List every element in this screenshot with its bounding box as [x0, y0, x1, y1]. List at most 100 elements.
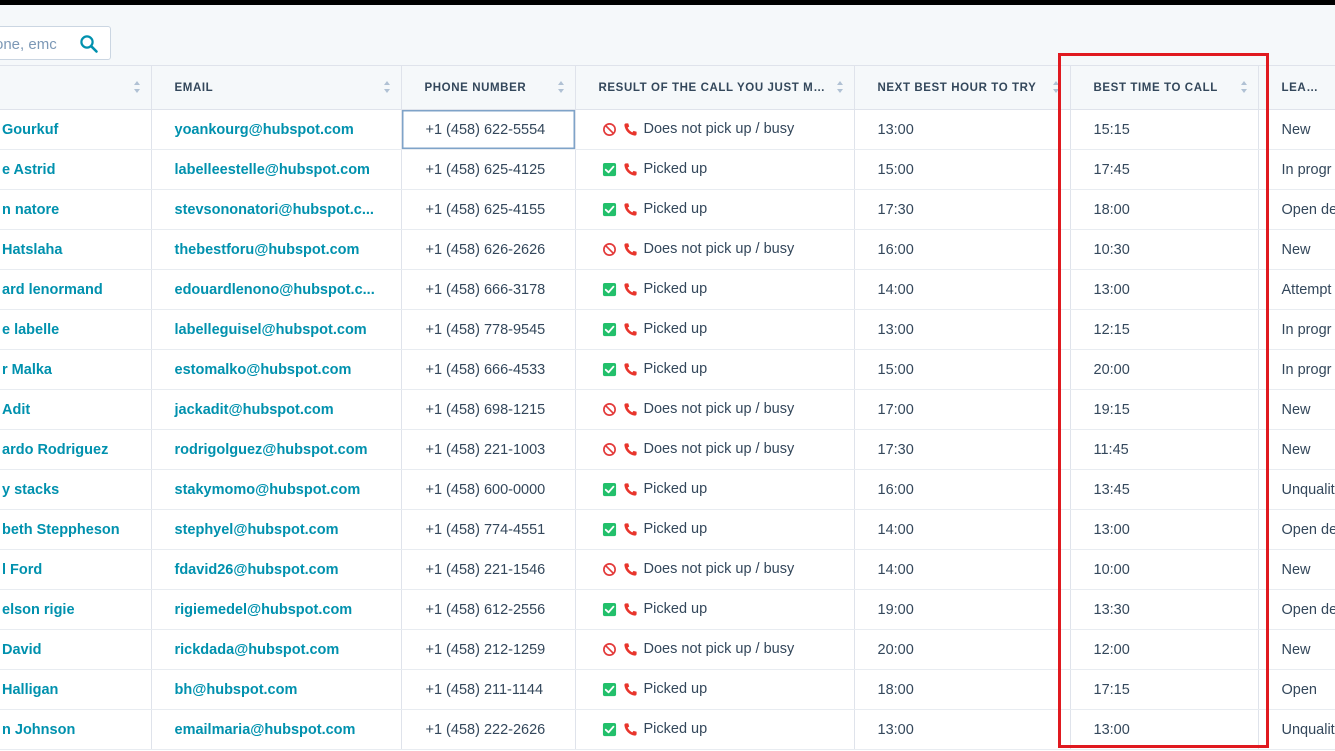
lead-status-cell[interactable]: Unqualit [1258, 469, 1335, 510]
call-result-cell[interactable]: Picked up [575, 189, 855, 230]
lead-status-cell[interactable]: New [1258, 629, 1335, 670]
next-best-hour-cell[interactable]: 17:30 [854, 189, 1071, 230]
call-result-cell[interactable]: Does not pick up / busy [575, 629, 855, 670]
call-result-cell[interactable]: Picked up [575, 469, 855, 510]
phone-number-cell[interactable]: +1 (458) 600-0000 [401, 469, 576, 510]
table-row[interactable]: n natore stevsononatori@hubspot.c... +1 (4… [0, 189, 1335, 230]
best-time-to-call-cell[interactable]: 17:15 [1070, 669, 1259, 710]
call-result-cell[interactable]: Picked up [575, 269, 855, 310]
lead-status-cell[interactable]: Attempt [1258, 269, 1335, 310]
contact-name-link[interactable]: David [0, 629, 152, 670]
email-link[interactable]: emailmaria@hubspot.com [151, 709, 402, 750]
contact-name-link[interactable]: l Ford [0, 549, 152, 590]
contact-name-link[interactable]: Hatslaha [0, 229, 152, 270]
call-result-cell[interactable]: Picked up [575, 589, 855, 630]
call-result-cell[interactable]: Picked up [575, 309, 855, 350]
call-result-cell[interactable]: Picked up [575, 349, 855, 390]
call-result-cell[interactable]: Picked up [575, 709, 855, 750]
phone-number-cell[interactable]: +1 (458) 698-1215 [401, 389, 576, 430]
column-header-name[interactable] [0, 66, 152, 110]
call-result-cell[interactable]: Does not pick up / busy [575, 109, 855, 150]
best-time-to-call-cell[interactable]: 13:00 [1070, 509, 1259, 550]
next-best-hour-cell[interactable]: 13:00 [854, 309, 1071, 350]
best-time-to-call-cell[interactable]: 15:15 [1070, 109, 1259, 150]
search-icon[interactable] [79, 34, 99, 54]
lead-status-cell[interactable]: Open de [1258, 589, 1335, 630]
email-link[interactable]: bh@hubspot.com [151, 669, 402, 710]
next-best-hour-cell[interactable]: 15:00 [854, 349, 1071, 390]
next-best-hour-cell[interactable]: 14:00 [854, 269, 1071, 310]
contact-name-link[interactable]: e Astrid [0, 149, 152, 190]
lead-status-cell[interactable]: New [1258, 109, 1335, 150]
lead-status-cell[interactable]: New [1258, 229, 1335, 270]
email-link[interactable]: jackadit@hubspot.com [151, 389, 402, 430]
column-header-email[interactable]: EMAIL [151, 66, 402, 110]
table-row[interactable]: n Johnson emailmaria@hubspot.com +1 (458) … [0, 709, 1335, 750]
column-header-next-best-hour[interactable]: NEXT BEST HOUR TO TRY [854, 66, 1071, 110]
phone-number-cell[interactable]: +1 (458) 625-4125 [401, 149, 576, 190]
contact-name-link[interactable]: Adit [0, 389, 152, 430]
phone-number-cell[interactable]: +1 (458) 221-1003 [401, 429, 576, 470]
search-input[interactable]: one, emc [0, 36, 57, 53]
call-result-cell[interactable]: Picked up [575, 509, 855, 550]
contact-name-link[interactable]: ardo Rodriguez [0, 429, 152, 470]
next-best-hour-cell[interactable]: 13:00 [854, 709, 1071, 750]
best-time-to-call-cell[interactable]: 20:00 [1070, 349, 1259, 390]
call-result-cell[interactable]: Does not pick up / busy [575, 389, 855, 430]
phone-number-cell[interactable]: +1 (458) 222-2626 [401, 709, 576, 750]
next-best-hour-cell[interactable]: 16:00 [854, 469, 1071, 510]
sort-icon[interactable] [1052, 79, 1060, 95]
next-best-hour-cell[interactable]: 19:00 [854, 589, 1071, 630]
contact-name-link[interactable]: beth Steppheson [0, 509, 152, 550]
best-time-to-call-cell[interactable]: 13:00 [1070, 709, 1259, 750]
contact-name-link[interactable]: y stacks [0, 469, 152, 510]
email-link[interactable]: stakymomo@hubspot.com [151, 469, 402, 510]
table-row[interactable]: beth Steppheson stephyel@hubspot.com +1 (4… [0, 509, 1335, 550]
phone-number-cell[interactable]: +1 (458) 774-4551 [401, 509, 576, 550]
call-result-cell[interactable]: Does not pick up / busy [575, 429, 855, 470]
table-row[interactable]: e labelle labelleguisel@hubspot.com +1 (45… [0, 309, 1335, 350]
search-box[interactable]: one, emc [0, 26, 111, 60]
email-link[interactable]: stevsononatori@hubspot.c... [151, 189, 402, 230]
email-link[interactable]: labelleguisel@hubspot.com [151, 309, 402, 350]
contact-name-link[interactable]: e labelle [0, 309, 152, 350]
phone-number-cell[interactable]: +1 (458) 211-1144 [401, 669, 576, 710]
column-header-call-result[interactable]: RESULT OF THE CALL YOU JUST MA... [575, 66, 855, 110]
lead-status-cell[interactable]: Open [1258, 669, 1335, 710]
sort-icon[interactable] [1240, 79, 1248, 95]
phone-number-cell[interactable]: +1 (458) 612-2556 [401, 589, 576, 630]
phone-number-cell[interactable]: +1 (458) 778-9545 [401, 309, 576, 350]
email-link[interactable]: fdavid26@hubspot.com [151, 549, 402, 590]
phone-number-cell[interactable]: +1 (458) 622-5554 [401, 109, 576, 150]
best-time-to-call-cell[interactable]: 12:15 [1070, 309, 1259, 350]
call-result-cell[interactable]: Picked up [575, 669, 855, 710]
table-row[interactable]: elson rigie rigiemedel@hubspot.com +1 (458… [0, 589, 1335, 630]
contact-name-link[interactable]: n Johnson [0, 709, 152, 750]
table-row[interactable]: Halligan bh@hubspot.com +1 (458) 211-1144 P… [0, 669, 1335, 710]
contact-name-link[interactable]: Halligan [0, 669, 152, 710]
email-link[interactable]: estomalko@hubspot.com [151, 349, 402, 390]
best-time-to-call-cell[interactable]: 10:00 [1070, 549, 1259, 590]
next-best-hour-cell[interactable]: 14:00 [854, 509, 1071, 550]
best-time-to-call-cell[interactable]: 12:00 [1070, 629, 1259, 670]
next-best-hour-cell[interactable]: 15:00 [854, 149, 1071, 190]
table-row[interactable]: ardo Rodriguez rodrigolguez@hubspot.com +1… [0, 429, 1335, 470]
contact-name-link[interactable]: n natore [0, 189, 152, 230]
contact-name-link[interactable]: r Malka [0, 349, 152, 390]
call-result-cell[interactable]: Picked up [575, 149, 855, 190]
column-header-phone-number[interactable]: PHONE NUMBER [401, 66, 576, 110]
email-link[interactable]: rodrigolguez@hubspot.com [151, 429, 402, 470]
call-result-cell[interactable]: Does not pick up / busy [575, 229, 855, 270]
phone-number-cell[interactable]: +1 (458) 666-4533 [401, 349, 576, 390]
column-header-lead-status[interactable]: LEAD STA [1258, 66, 1335, 110]
best-time-to-call-cell[interactable]: 18:00 [1070, 189, 1259, 230]
email-link[interactable]: rickdada@hubspot.com [151, 629, 402, 670]
contact-name-link[interactable]: ard lenormand [0, 269, 152, 310]
next-best-hour-cell[interactable]: 17:00 [854, 389, 1071, 430]
sort-icon[interactable] [836, 79, 844, 95]
phone-number-cell[interactable]: +1 (458) 212-1259 [401, 629, 576, 670]
lead-status-cell[interactable]: New [1258, 389, 1335, 430]
sort-icon[interactable] [133, 79, 141, 95]
phone-number-cell[interactable]: +1 (458) 626-2626 [401, 229, 576, 270]
email-link[interactable]: rigiemedel@hubspot.com [151, 589, 402, 630]
